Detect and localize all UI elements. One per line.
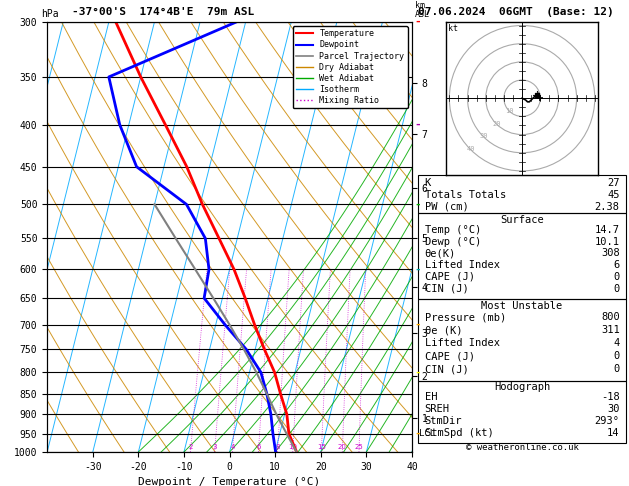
Text: θe (K): θe (K) bbox=[425, 326, 462, 335]
Text: 25: 25 bbox=[355, 444, 364, 450]
Text: 30: 30 bbox=[607, 404, 620, 414]
Text: -: - bbox=[415, 429, 420, 439]
Text: Surface: Surface bbox=[500, 215, 544, 225]
Text: -37°00'S  174°4B'E  79m ASL: -37°00'S 174°4B'E 79m ASL bbox=[72, 7, 255, 17]
Text: 07.06.2024  06GMT  (Base: 12): 07.06.2024 06GMT (Base: 12) bbox=[418, 7, 614, 17]
Text: 10.1: 10.1 bbox=[594, 237, 620, 246]
Text: 27: 27 bbox=[607, 178, 620, 189]
Text: 6: 6 bbox=[613, 260, 620, 270]
Text: Dewp (°C): Dewp (°C) bbox=[425, 237, 481, 246]
Text: Lifted Index: Lifted Index bbox=[425, 260, 499, 270]
Text: 20: 20 bbox=[493, 121, 501, 127]
Text: CIN (J): CIN (J) bbox=[425, 284, 468, 294]
Text: © weatheronline.co.uk: © weatheronline.co.uk bbox=[465, 443, 579, 452]
Text: 0: 0 bbox=[613, 351, 620, 362]
Text: 0: 0 bbox=[613, 284, 620, 294]
Text: θe(K): θe(K) bbox=[425, 248, 456, 259]
Text: StmDir: StmDir bbox=[425, 416, 462, 426]
Text: CAPE (J): CAPE (J) bbox=[425, 272, 474, 282]
Text: 3: 3 bbox=[213, 444, 217, 450]
Text: Pressure (mb): Pressure (mb) bbox=[425, 312, 506, 322]
Text: PW (cm): PW (cm) bbox=[425, 202, 468, 212]
Text: -: - bbox=[415, 367, 420, 377]
Text: CIN (J): CIN (J) bbox=[425, 364, 468, 374]
Text: 14.7: 14.7 bbox=[594, 225, 620, 235]
Text: 8: 8 bbox=[276, 444, 280, 450]
X-axis label: Dewpoint / Temperature (°C): Dewpoint / Temperature (°C) bbox=[138, 477, 321, 486]
Text: Totals Totals: Totals Totals bbox=[425, 190, 506, 200]
Text: hPa: hPa bbox=[41, 9, 58, 19]
Text: 10: 10 bbox=[288, 444, 298, 450]
Text: 45: 45 bbox=[607, 190, 620, 200]
Text: 6: 6 bbox=[256, 444, 260, 450]
Text: 30: 30 bbox=[480, 133, 488, 139]
Text: 800: 800 bbox=[601, 312, 620, 322]
Text: -: - bbox=[415, 320, 420, 330]
Text: 311: 311 bbox=[601, 326, 620, 335]
Text: Lifted Index: Lifted Index bbox=[425, 338, 499, 348]
Text: 4: 4 bbox=[230, 444, 235, 450]
Text: 308: 308 bbox=[601, 248, 620, 259]
Text: -: - bbox=[415, 264, 420, 275]
Text: CAPE (J): CAPE (J) bbox=[425, 351, 474, 362]
Text: StmSpd (kt): StmSpd (kt) bbox=[425, 428, 493, 438]
Text: -: - bbox=[415, 120, 420, 130]
Text: 0: 0 bbox=[613, 272, 620, 282]
Text: -: - bbox=[415, 199, 420, 209]
Text: 20: 20 bbox=[338, 444, 347, 450]
Text: 293°: 293° bbox=[594, 416, 620, 426]
Text: kt: kt bbox=[448, 24, 457, 33]
Text: Most Unstable: Most Unstable bbox=[481, 301, 563, 312]
Text: SREH: SREH bbox=[425, 404, 450, 414]
Text: 0: 0 bbox=[613, 364, 620, 374]
Text: Temp (°C): Temp (°C) bbox=[425, 225, 481, 235]
Text: LCL: LCL bbox=[420, 429, 435, 438]
Text: -18: -18 bbox=[601, 393, 620, 402]
Text: 40: 40 bbox=[467, 146, 476, 152]
Text: K: K bbox=[425, 178, 431, 189]
Legend: Temperature, Dewpoint, Parcel Trajectory, Dry Adiabat, Wet Adiabat, Isotherm, Mi: Temperature, Dewpoint, Parcel Trajectory… bbox=[293, 26, 408, 108]
Text: 4: 4 bbox=[613, 338, 620, 348]
Text: 15: 15 bbox=[317, 444, 326, 450]
Text: EH: EH bbox=[425, 393, 437, 402]
Text: 2.38: 2.38 bbox=[594, 202, 620, 212]
Text: 10: 10 bbox=[505, 108, 514, 114]
Text: km
ASL: km ASL bbox=[415, 1, 430, 19]
Text: 14: 14 bbox=[607, 428, 620, 438]
Text: 2: 2 bbox=[188, 444, 192, 450]
Text: -: - bbox=[415, 17, 420, 27]
Text: Hodograph: Hodograph bbox=[494, 382, 550, 393]
